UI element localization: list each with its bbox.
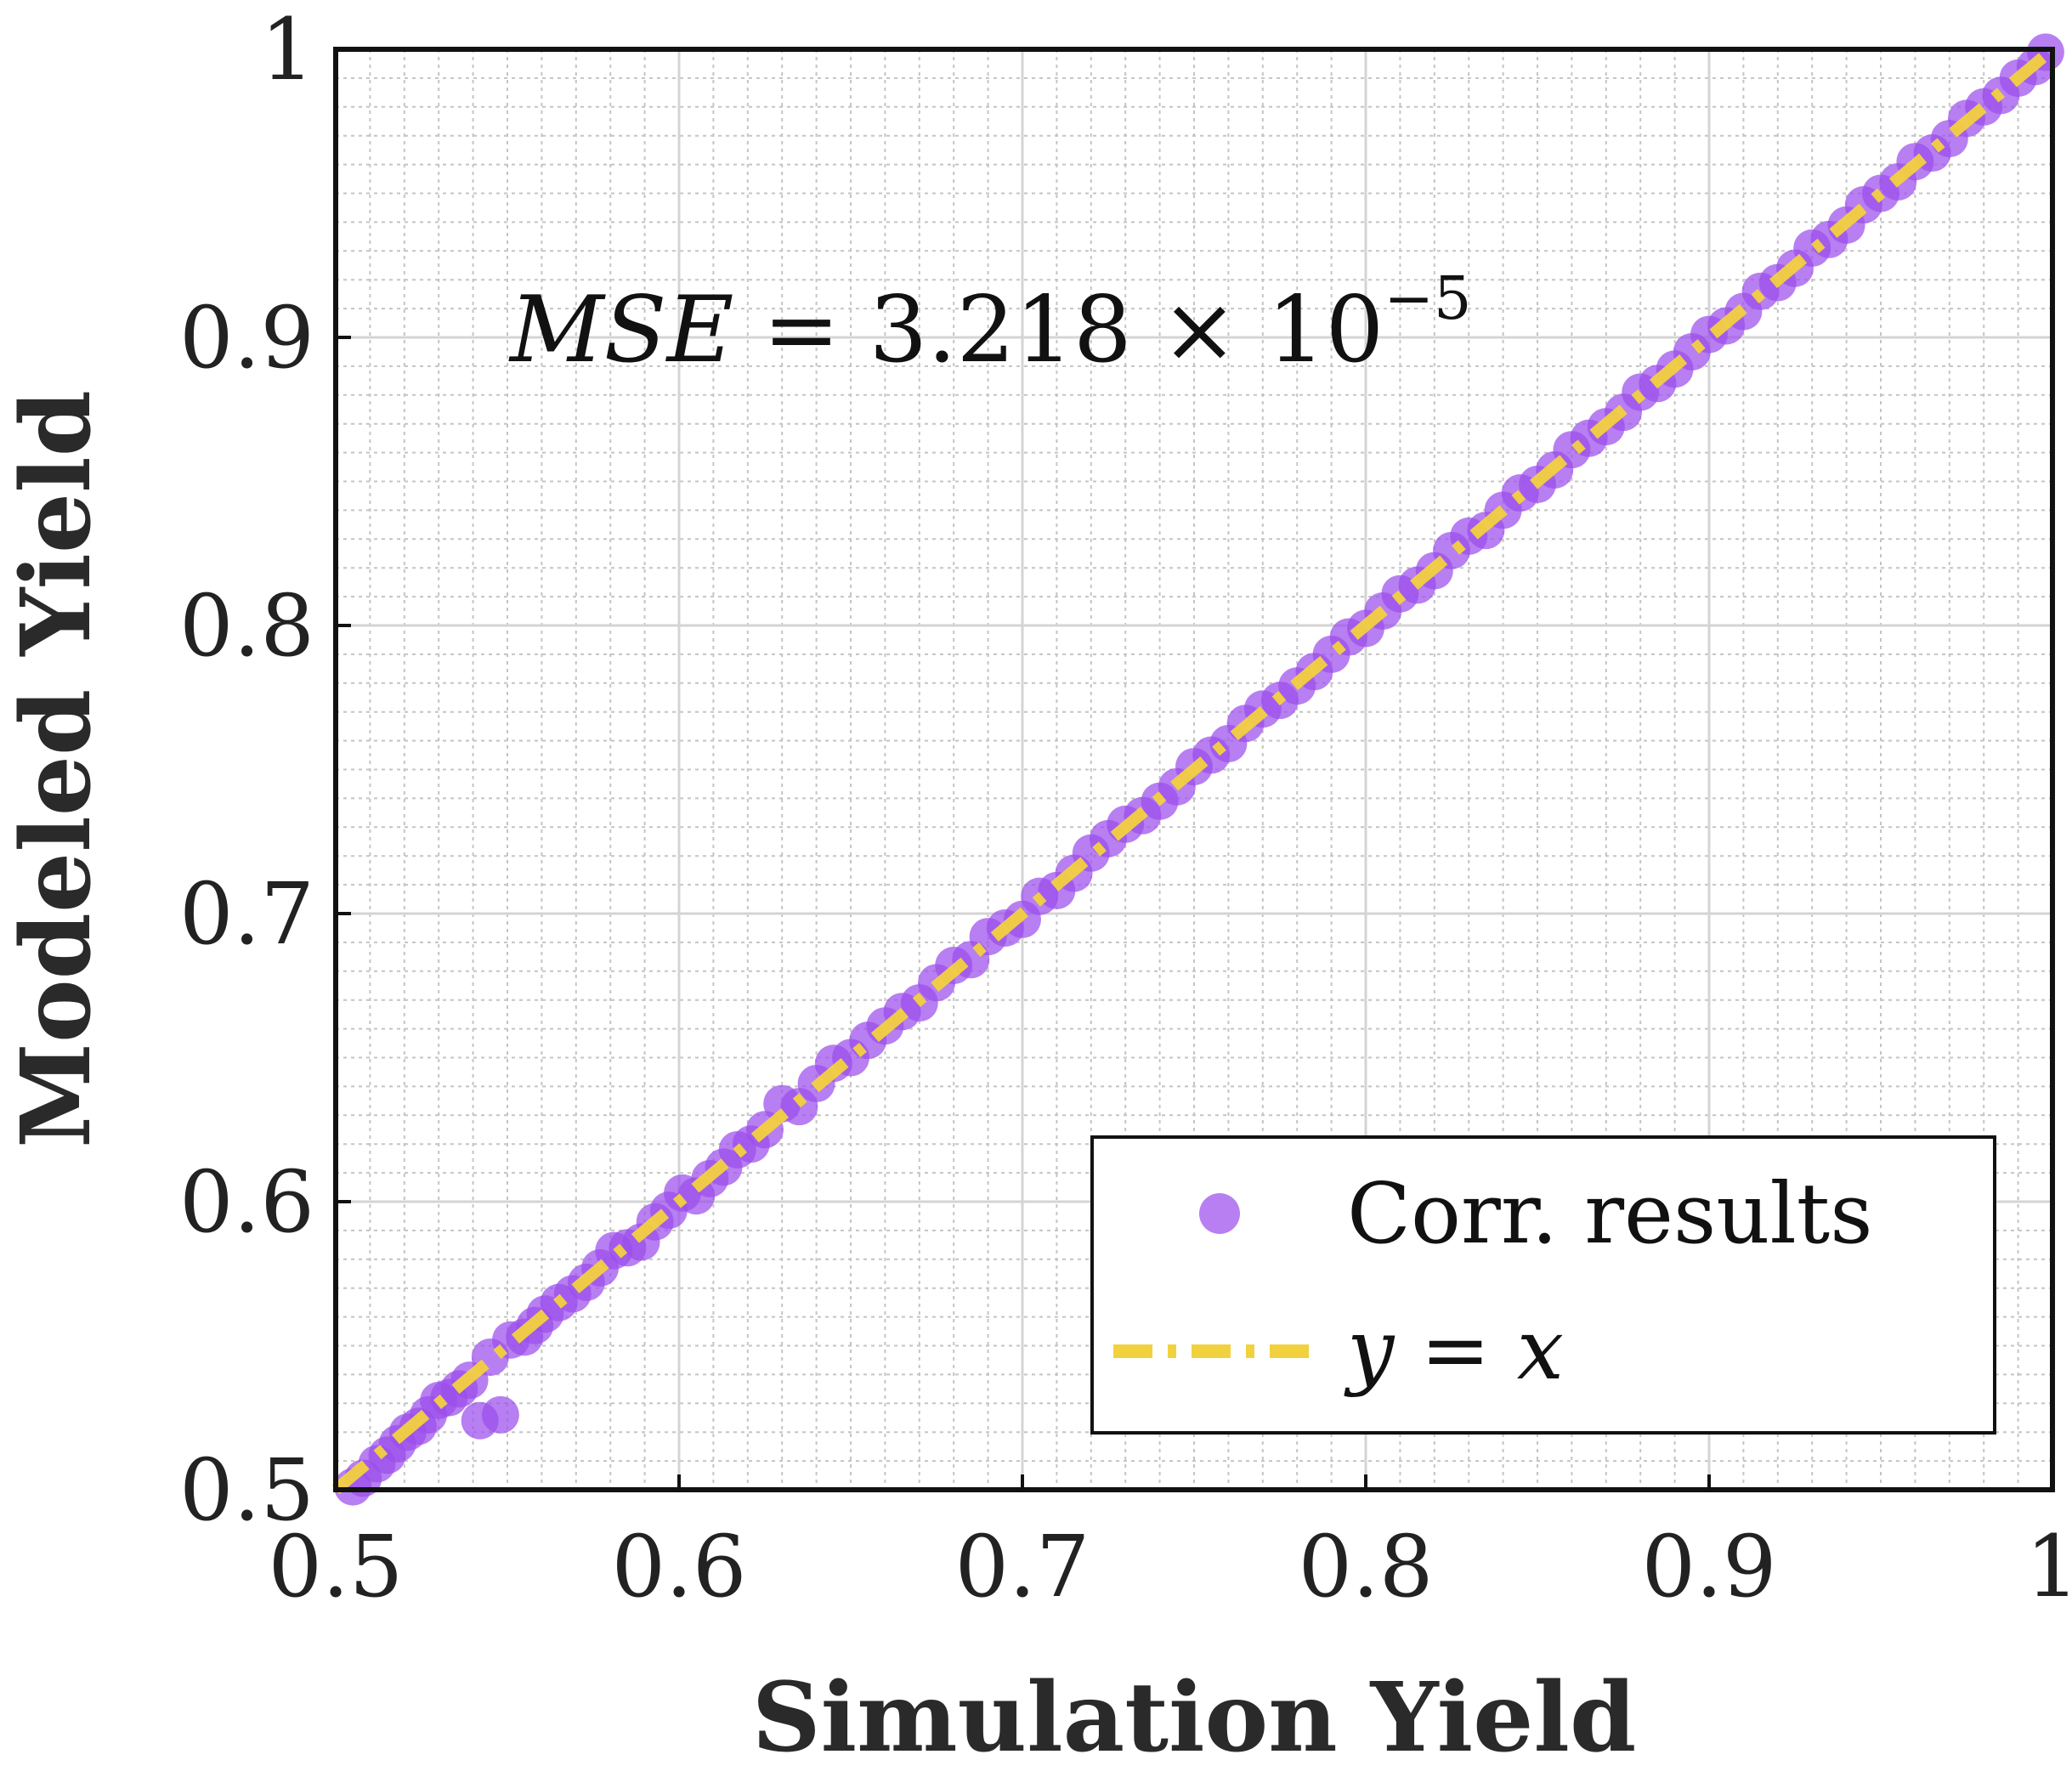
reference-line-y-equals-x [331,44,2057,1495]
legend-label-corr-results: Corr. results [1347,1166,1872,1263]
mse-exponent: −5 [1384,263,1471,333]
legend: Corr. results y = x [1090,1135,1996,1435]
y-tick-label: 0.9 [179,288,314,388]
mse-value: = 3.218 × 10 [733,277,1384,383]
x-tick-label: 1 [2025,1517,2072,1616]
x-tick-label: 0.8 [1298,1517,1433,1616]
y-tick-label: 1 [260,0,314,99]
plot-data-layer [331,33,2064,1506]
x-tick-label: 0.5 [268,1517,403,1616]
y-tick-label: 0.7 [179,864,314,964]
scatter-point [481,1395,519,1434]
x-tick-labels: 0.5 0.6 0.7 0.8 0.9 1 [268,1474,2072,1616]
x-axis-label: Simulation Yield [752,1662,1637,1774]
y-axis-label: Modeled Yield [1,390,112,1148]
x-tick-label: 0.6 [611,1517,746,1616]
legend-label-y-equals-x: y = x [1344,1302,1564,1399]
legend-marker-corr-results [1199,1193,1240,1234]
mse-symbol: MSE [508,277,733,383]
legend-box [1090,1135,1996,1435]
x-tick-label: 0.9 [1641,1517,1776,1616]
x-tick-label: 0.7 [954,1517,1090,1616]
y-tick-labels: 0.5 0.6 0.7 0.8 0.9 1 [179,0,351,1540]
y-tick-label: 0.8 [179,576,314,676]
plot-frame [333,47,2055,1492]
mse-annotation: MSE = 3.218 × 10−5 [508,263,1472,383]
y-tick-label: 0.6 [179,1152,314,1252]
y-tick-label: 0.5 [179,1440,314,1540]
